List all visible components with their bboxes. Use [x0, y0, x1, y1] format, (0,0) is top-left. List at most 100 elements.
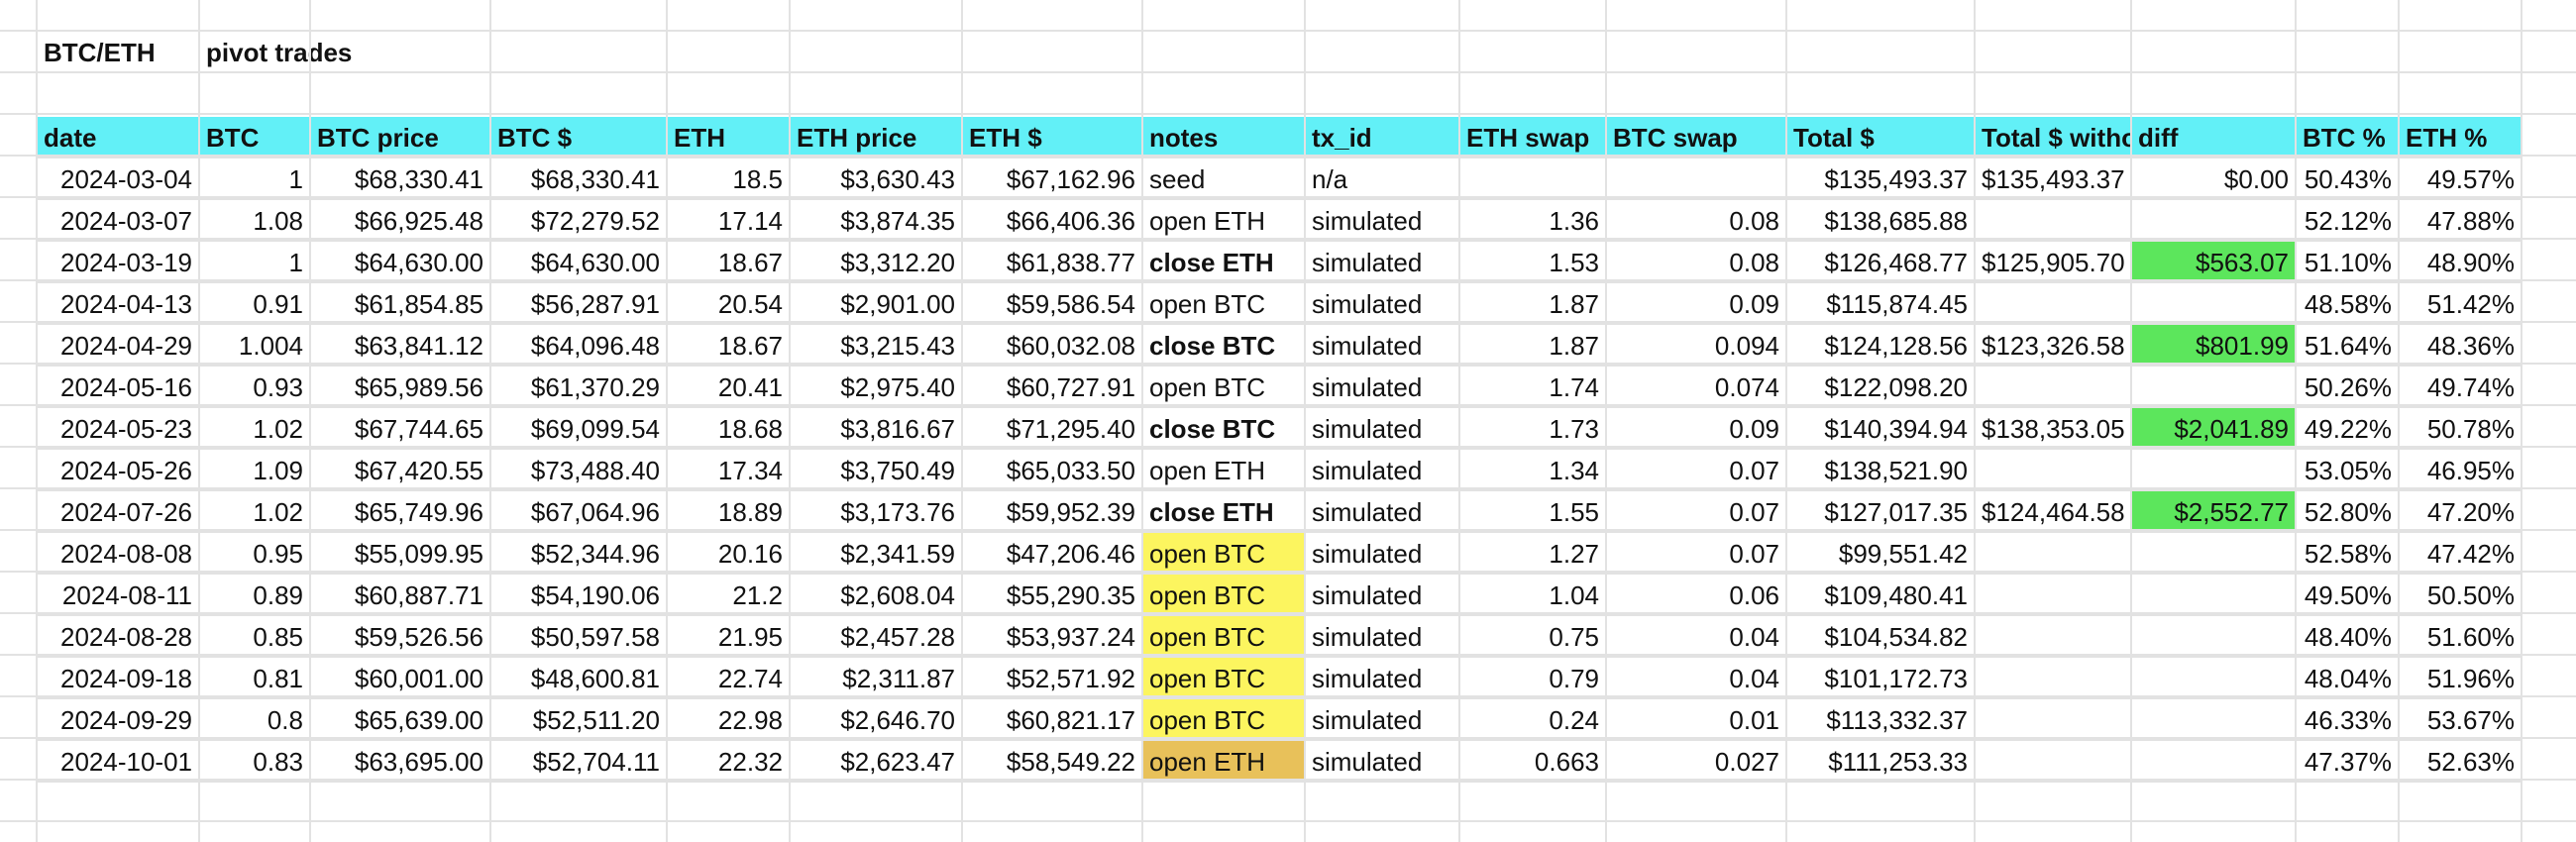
cell-date[interactable]: 2024-05-23: [38, 408, 200, 450]
cell-eth-price[interactable]: $2,457.28: [791, 616, 963, 658]
cell-btc-swap[interactable]: 0.074: [1607, 367, 1787, 408]
cell-eth-swap[interactable]: 1.87: [1460, 283, 1607, 325]
cell-tx-id[interactable]: simulated: [1306, 741, 1460, 783]
cell-eth-swap[interactable]: 1.74: [1460, 367, 1607, 408]
cell-tx-id[interactable]: simulated: [1306, 200, 1460, 242]
cell-eth-pct[interactable]: 46.95%: [2400, 450, 2522, 491]
cell-btc-pct[interactable]: 48.04%: [2297, 658, 2400, 699]
header-cell-notes[interactable]: notes: [1143, 117, 1306, 158]
cell-btc-price[interactable]: $65,639.00: [311, 699, 491, 741]
cell-eth-pct[interactable]: 48.36%: [2400, 325, 2522, 367]
cell-date[interactable]: 2024-08-08: [38, 533, 200, 575]
cell-tx-id[interactable]: simulated: [1306, 325, 1460, 367]
cell-btc-usd[interactable]: $72,279.52: [491, 200, 668, 242]
cell-tx-id[interactable]: simulated: [1306, 367, 1460, 408]
cell-btc-price[interactable]: $66,925.48: [311, 200, 491, 242]
cell-total-without[interactable]: [1976, 283, 2132, 325]
cell-eth-usd[interactable]: $58,549.22: [963, 741, 1143, 783]
cell-date[interactable]: 2024-08-28: [38, 616, 200, 658]
cell-eth-pct[interactable]: 53.67%: [2400, 699, 2522, 741]
cell-eth-usd[interactable]: $60,821.17: [963, 699, 1143, 741]
header-cell-total[interactable]: Total $: [1787, 117, 1976, 158]
cell-eth[interactable]: 22.32: [668, 741, 791, 783]
cell-eth[interactable]: 21.2: [668, 575, 791, 616]
cell-date[interactable]: 2024-08-11: [38, 575, 200, 616]
cell-diff[interactable]: [2132, 533, 2297, 575]
cell-total[interactable]: $138,685.88: [1787, 200, 1976, 242]
cell-eth-swap[interactable]: 0.663: [1460, 741, 1607, 783]
cell-btc[interactable]: 0.95: [200, 533, 311, 575]
header-cell-btc-pct[interactable]: BTC %: [2297, 117, 2400, 158]
cell-notes[interactable]: open BTC: [1143, 575, 1306, 616]
cell-eth-swap[interactable]: 0.79: [1460, 658, 1607, 699]
cell-eth-usd[interactable]: $60,032.08: [963, 325, 1143, 367]
cell-eth-price[interactable]: $2,311.87: [791, 658, 963, 699]
cell-total-without[interactable]: $135,493.37: [1976, 158, 2132, 200]
cell-eth-pct[interactable]: 47.42%: [2400, 533, 2522, 575]
cell-btc-price[interactable]: $67,420.55: [311, 450, 491, 491]
cell-total-without[interactable]: [1976, 575, 2132, 616]
cell-btc-swap[interactable]: 0.04: [1607, 658, 1787, 699]
cell-btc-pct[interactable]: 52.58%: [2297, 533, 2400, 575]
cell-eth-swap[interactable]: 1.53: [1460, 242, 1607, 283]
cell-total-without[interactable]: [1976, 741, 2132, 783]
cell-diff[interactable]: [2132, 658, 2297, 699]
cell-btc-swap[interactable]: 0.09: [1607, 283, 1787, 325]
cell-eth-swap[interactable]: 1.73: [1460, 408, 1607, 450]
cell-btc[interactable]: 0.85: [200, 616, 311, 658]
cell-total-without[interactable]: [1976, 450, 2132, 491]
cell-eth-usd[interactable]: $59,586.54: [963, 283, 1143, 325]
cell-total-without[interactable]: $125,905.70: [1976, 242, 2132, 283]
cell-eth-swap[interactable]: [1460, 158, 1607, 200]
cell-btc-usd[interactable]: $52,511.20: [491, 699, 668, 741]
cell-total-without[interactable]: [1976, 367, 2132, 408]
cell-eth-price[interactable]: $3,215.43: [791, 325, 963, 367]
cell-eth-usd[interactable]: $66,406.36: [963, 200, 1143, 242]
cell-eth-usd[interactable]: $59,952.39: [963, 491, 1143, 533]
cell-eth-pct[interactable]: 50.78%: [2400, 408, 2522, 450]
cell-date[interactable]: 2024-05-26: [38, 450, 200, 491]
cell-eth-price[interactable]: $3,816.67: [791, 408, 963, 450]
cell-diff[interactable]: [2132, 367, 2297, 408]
cell-btc[interactable]: 1: [200, 242, 311, 283]
cell-tx-id[interactable]: simulated: [1306, 242, 1460, 283]
cell-btc[interactable]: 0.81: [200, 658, 311, 699]
cell-btc-swap[interactable]: 0.01: [1607, 699, 1787, 741]
cell-btc-usd[interactable]: $69,099.54: [491, 408, 668, 450]
cell-eth-swap[interactable]: 1.55: [1460, 491, 1607, 533]
cell-btc-price[interactable]: $63,695.00: [311, 741, 491, 783]
cell-btc-pct[interactable]: 46.33%: [2297, 699, 2400, 741]
cell-notes[interactable]: open BTC: [1143, 367, 1306, 408]
header-cell-total-without[interactable]: Total $ witho: [1976, 117, 2132, 158]
cell-eth[interactable]: 18.67: [668, 242, 791, 283]
cell-total[interactable]: $111,253.33: [1787, 741, 1976, 783]
cell-btc-price[interactable]: $65,989.56: [311, 367, 491, 408]
cell-eth-price[interactable]: $2,901.00: [791, 283, 963, 325]
cell-btc-pct[interactable]: 51.64%: [2297, 325, 2400, 367]
cell-date[interactable]: 2024-03-04: [38, 158, 200, 200]
cell-btc[interactable]: 0.8: [200, 699, 311, 741]
cell-total[interactable]: $126,468.77: [1787, 242, 1976, 283]
header-cell-btc-usd[interactable]: BTC $: [491, 117, 668, 158]
cell-notes[interactable]: open BTC: [1143, 283, 1306, 325]
cell-tx-id[interactable]: simulated: [1306, 658, 1460, 699]
cell-btc[interactable]: 1.02: [200, 491, 311, 533]
cell-btc[interactable]: 1.08: [200, 200, 311, 242]
cell-btc-usd[interactable]: $64,630.00: [491, 242, 668, 283]
cell-notes[interactable]: open BTC: [1143, 616, 1306, 658]
cell-btc-usd[interactable]: $61,370.29: [491, 367, 668, 408]
cell-eth-swap[interactable]: 1.34: [1460, 450, 1607, 491]
cell-notes[interactable]: open BTC: [1143, 658, 1306, 699]
cell-tx-id[interactable]: simulated: [1306, 408, 1460, 450]
cell-eth-price[interactable]: $3,630.43: [791, 158, 963, 200]
cell-diff[interactable]: $2,552.77: [2132, 491, 2297, 533]
cell-eth-swap[interactable]: 1.27: [1460, 533, 1607, 575]
cell-date[interactable]: 2024-07-26: [38, 491, 200, 533]
cell-eth-pct[interactable]: 49.74%: [2400, 367, 2522, 408]
cell-btc-pct[interactable]: 48.58%: [2297, 283, 2400, 325]
cell-diff[interactable]: [2132, 741, 2297, 783]
cell-btc-usd[interactable]: $73,488.40: [491, 450, 668, 491]
cell-btc-price[interactable]: $59,526.56: [311, 616, 491, 658]
cell-btc-pct[interactable]: 53.05%: [2297, 450, 2400, 491]
cell-date[interactable]: 2024-05-16: [38, 367, 200, 408]
